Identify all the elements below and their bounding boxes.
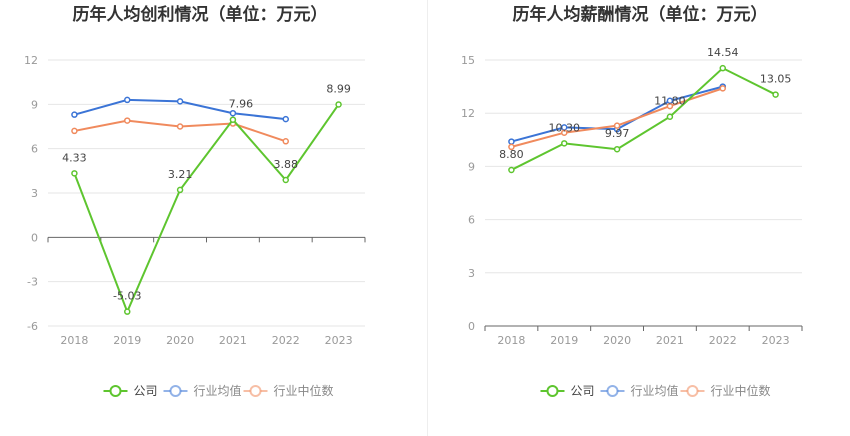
data-point[interactable] [508, 138, 515, 145]
y-tick-label: 12 [461, 107, 475, 120]
y-tick-label: 9 [468, 160, 475, 173]
series-line [73, 103, 340, 315]
legend-label: 公司 [571, 384, 595, 398]
data-point[interactable] [71, 127, 78, 135]
data-point[interactable] [772, 91, 779, 98]
data-point[interactable] [124, 308, 131, 315]
x-tick-label: 2022 [272, 334, 300, 347]
data-point[interactable] [282, 138, 289, 145]
y-tick-label: 9 [31, 98, 38, 111]
data-label: 9.97 [605, 127, 630, 140]
panel-divider [427, 0, 428, 436]
data-label: -5.03 [113, 290, 141, 303]
data-label: 10.30 [549, 121, 581, 134]
data-point[interactable] [71, 170, 78, 177]
data-point[interactable] [71, 111, 78, 118]
series-line [510, 66, 777, 171]
data-label: 14.54 [707, 46, 739, 59]
legend-swatch-marker [686, 385, 699, 397]
y-tick-label: 6 [468, 214, 475, 227]
data-point[interactable] [613, 145, 621, 153]
data-label: 4.33 [62, 151, 87, 164]
y-tick-label: -3 [27, 276, 38, 289]
legend-swatch-marker [109, 385, 122, 397]
data-point[interactable] [666, 113, 674, 120]
profit-per-capita-chart: 历年人均创利情况（单位：万元） -6 -3 0 3 6 9 12 2018 2019 2020 202… [24, 4, 366, 398]
y-tick-label: 15 [461, 54, 475, 67]
x-tick-label: 2023 [325, 334, 353, 347]
data-point[interactable] [124, 117, 131, 124]
x-tick-label: 2022 [709, 334, 737, 347]
data-point[interactable] [229, 109, 237, 117]
legend-label: 行业中位数 [274, 383, 334, 398]
data-label: 13.05 [760, 73, 792, 86]
legend-swatch-marker [606, 385, 619, 397]
x-tick-label: 2018 [60, 334, 88, 347]
x-tick-label: 2019 [550, 334, 578, 347]
y-tick-label: -6 [27, 320, 38, 333]
legend-label: 行业均值 [194, 383, 242, 398]
x-tick-label: 2019 [113, 334, 141, 347]
y-tick-label: 0 [31, 231, 38, 244]
data-label: 8.99 [326, 82, 351, 95]
data-point[interactable] [508, 143, 515, 151]
legend-swatch-marker [169, 385, 182, 397]
legend-item[interactable]: 行业中位数 [680, 383, 771, 398]
data-point[interactable] [613, 122, 621, 129]
y-tick-label: 0 [468, 320, 475, 333]
x-tick-label: 2021 [656, 334, 684, 347]
data-point[interactable] [282, 176, 289, 184]
data-label: 3.88 [274, 158, 299, 171]
data-point[interactable] [561, 129, 568, 136]
y-tick-label: 3 [468, 267, 475, 280]
legend-label: 公司 [134, 384, 158, 398]
x-tick-label: 2021 [219, 334, 247, 347]
legend-label: 行业中位数 [711, 383, 771, 398]
data-label: 8.80 [499, 148, 524, 161]
y-tick-label: 3 [31, 187, 38, 200]
legend-item[interactable]: 行业中位数 [243, 383, 334, 398]
x-tick-label: 2023 [762, 334, 790, 347]
data-point[interactable] [176, 123, 184, 130]
data-point[interactable] [719, 64, 726, 72]
data-point[interactable] [176, 98, 184, 105]
data-point[interactable] [719, 85, 726, 92]
data-label: 11.80 [654, 95, 686, 108]
salary-per-capita-chart: 历年人均薪酬情况（单位：万元） 0 3 6 9 12 15 2018 2019 2020 2021 2… [461, 4, 803, 398]
y-tick-label: 12 [24, 54, 38, 67]
legend-swatch-marker [249, 385, 262, 397]
x-tick-label: 2018 [497, 334, 525, 347]
data-label: 7.96 [229, 98, 254, 111]
data-point[interactable] [508, 166, 515, 174]
chart-title: 历年人均薪酬情况（单位：万元） [513, 4, 768, 25]
data-point[interactable] [335, 101, 342, 108]
data-point[interactable] [666, 102, 674, 110]
data-point[interactable] [176, 186, 184, 194]
data-point[interactable] [229, 116, 237, 123]
legend-swatch-marker [546, 385, 559, 397]
legend-item[interactable]: 行业均值 [163, 383, 242, 398]
data-point[interactable] [124, 96, 131, 104]
data-label: 3.21 [168, 168, 193, 181]
data-point[interactable] [561, 140, 568, 147]
legend-item[interactable]: 行业均值 [600, 383, 679, 398]
data-point[interactable] [282, 115, 289, 123]
x-tick-label: 2020 [603, 334, 631, 347]
y-tick-label: 6 [31, 143, 38, 156]
legend-item[interactable]: 公司 [540, 384, 595, 398]
x-tick-label: 2020 [166, 334, 194, 347]
chart-title: 历年人均创利情况（单位：万元） [73, 4, 328, 25]
legend-label: 行业均值 [631, 383, 679, 398]
legend-item[interactable]: 公司 [103, 384, 158, 398]
